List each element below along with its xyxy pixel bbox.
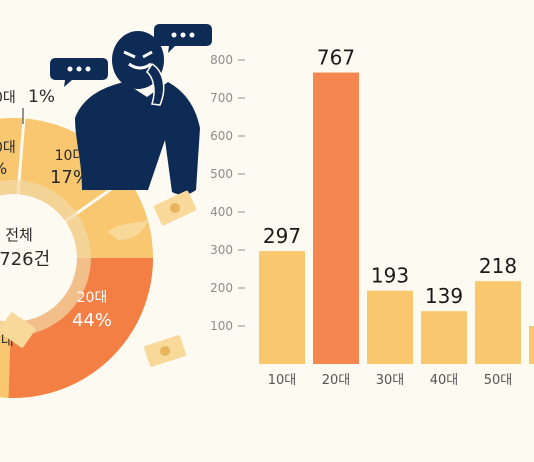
bar [259,251,305,364]
bar-value-label: 218 [479,254,517,278]
value-labels: 297 767 193 139 218 [263,46,517,309]
x-tick-label: 20대 [322,373,351,388]
pie-value-10s: 17% [50,167,90,188]
x-tick-label: 10대 [268,373,297,388]
pie-label-10s: 10대 [55,148,86,164]
pie-label-top: 0대 [0,90,16,106]
bar-value-label: 297 [263,224,301,248]
bar [313,72,359,364]
bar-value-label: 139 [425,284,463,308]
bar [421,311,467,364]
y-tick-label: 700 [210,91,233,105]
speech-bubble-icon [154,24,212,53]
banknote-icon [153,190,197,226]
y-tick-label: 600 [210,129,233,143]
y-tick-label: 300 [210,243,233,257]
banknote-icon [108,220,148,240]
pie-center [0,194,77,322]
bar [367,290,413,364]
speech-bubble-icon [50,58,108,87]
pie-total-label: 1726건 [0,249,50,270]
bar-value-label: 767 [317,46,355,70]
pie-value-left: % [0,159,7,178]
pie-center-label: 전체 [5,226,33,244]
y-tick-label: 400 [210,205,233,219]
bar-chart: 100 200 300 400 500 600 700 800 297 767 193 139 218… [210,46,534,388]
y-axis: 100 200 300 400 500 600 700 800 [210,53,245,333]
y-tick-label: 100 [210,319,233,333]
y-tick-label: 800 [210,53,233,67]
bar [529,326,534,364]
scammer-silhouette-icon [75,31,200,195]
x-tick-label: 50대 [484,373,513,388]
banknote-icon [0,312,36,348]
pie-label-left: 0대 [0,140,16,156]
bar-value-label: 193 [371,264,409,288]
pie-value-20s: 44% [72,310,112,331]
pie-value-top: 1% [28,87,55,107]
bar [475,281,521,364]
pie-label-20s: 20대 [77,290,108,306]
y-tick-label: 500 [210,167,233,181]
x-tick-label: 30대 [376,373,405,388]
banknote-icon [144,335,186,367]
x-tick-label: 40대 [430,373,459,388]
bars [259,72,534,364]
x-axis: 10대 20대 30대 40대 50대 [268,373,513,388]
y-tick-label: 200 [210,281,233,295]
